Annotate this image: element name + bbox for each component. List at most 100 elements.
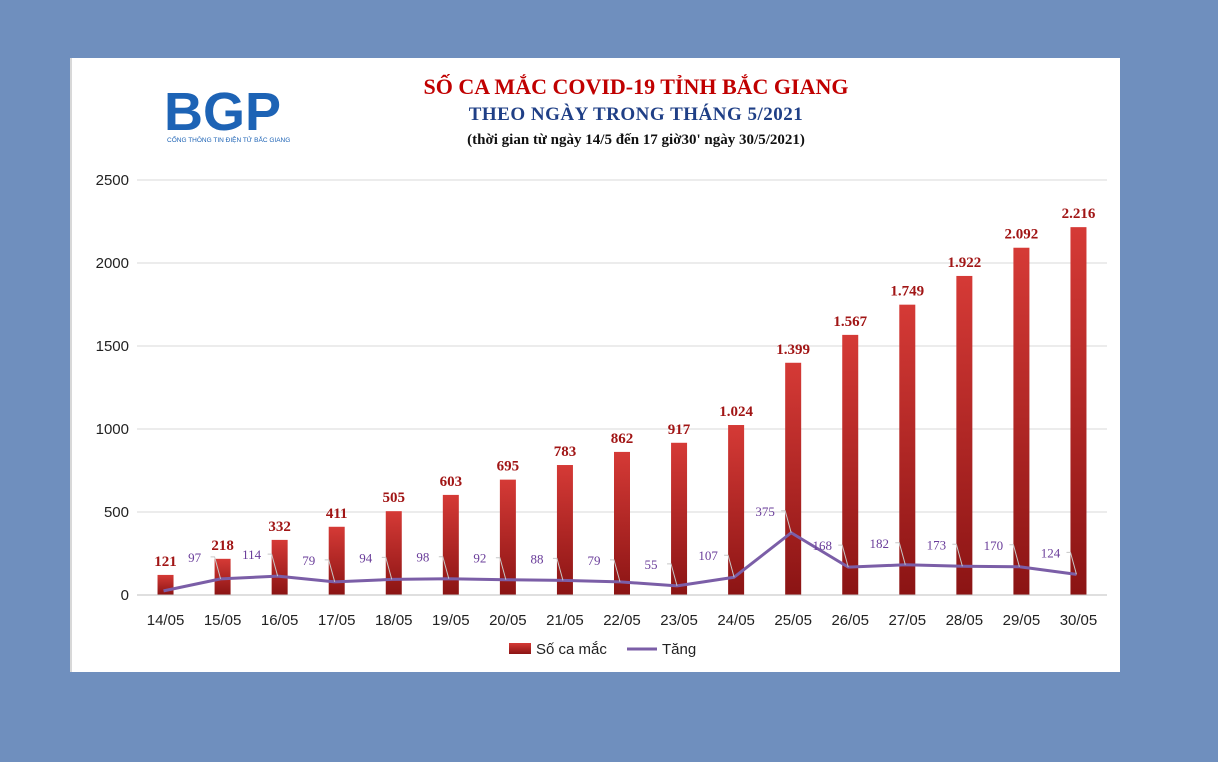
- x-tick-label: 24/05: [717, 612, 755, 629]
- line-data-label: 124: [1041, 545, 1061, 560]
- chart-subtitle: THEO NGÀY TRONG THÁNG 5/2021: [469, 103, 804, 125]
- line-data-label: 173: [927, 537, 947, 552]
- x-tick-label: 16/05: [261, 612, 299, 629]
- bar: [385, 511, 402, 595]
- x-tick-label: 26/05: [831, 612, 869, 629]
- line-series: 97 114 79 94 98 92 88 79 55 107 375 168 182 173 170 124: [163, 504, 1077, 593]
- bar: [1013, 247, 1030, 595]
- bar: [214, 558, 231, 595]
- leader-line: [895, 542, 906, 565]
- bgp-logo: BGP CỔNG THÔNG TIN ĐIỆN TỬ BẮC GIANG: [164, 82, 290, 144]
- leader-line: [267, 553, 279, 577]
- leader-line: [210, 556, 222, 580]
- line-data-label: 79: [302, 553, 315, 568]
- bar-data-label: 917: [668, 422, 691, 438]
- x-axis: 14/05 15/05 16/05 17/05 18/05 19/05 20/05 21/05…: [137, 594, 1107, 629]
- leader-line: [952, 543, 963, 567]
- x-tick-label: 19/05: [432, 612, 470, 629]
- y-tick-label: 2000: [96, 255, 129, 272]
- x-tick-label: 25/05: [774, 612, 812, 629]
- chart-note: (thời gian từ ngày 14/5 đến 17 giờ30' ng…: [467, 132, 805, 148]
- bar: [671, 442, 688, 595]
- legend-bar-swatch: [509, 643, 531, 654]
- bar: [899, 304, 916, 595]
- line-data-label: 79: [588, 553, 601, 568]
- leader-line: [381, 556, 393, 580]
- bar-data-label: 1.922: [947, 255, 981, 271]
- x-tick-label: 27/05: [889, 612, 927, 629]
- bar: [842, 334, 859, 595]
- bar-data-label: 411: [326, 506, 348, 522]
- x-tick-label: 22/05: [603, 612, 641, 629]
- legend: Số ca mắc Tăng: [509, 641, 696, 658]
- bar: [271, 539, 288, 595]
- x-tick-label: 30/05: [1060, 612, 1098, 629]
- chart-title: SỐ CA MẮC COVID-19 TỈNH BẮC GIANG: [424, 74, 849, 99]
- y-tick-label: 0: [121, 587, 129, 604]
- leader-line: [781, 510, 792, 533]
- y-tick-label: 500: [104, 504, 129, 521]
- leader-line: [1009, 544, 1020, 567]
- bar: [1070, 227, 1087, 596]
- bar-data-label: 603: [440, 474, 463, 490]
- bar-data-label: 695: [497, 459, 519, 475]
- bar-data-label: 1.024: [719, 404, 753, 420]
- y-tick-label: 1500: [96, 338, 129, 355]
- leader-line: [552, 557, 564, 581]
- x-tick-label: 20/05: [489, 612, 527, 629]
- logo-text: BGP: [164, 82, 281, 142]
- leader-line: [667, 563, 678, 587]
- bar-data-label: 1.567: [833, 314, 867, 330]
- x-tick-label: 21/05: [546, 612, 584, 629]
- x-tick-label: 15/05: [204, 612, 242, 629]
- line-data-label: 170: [984, 538, 1004, 553]
- leader-line: [495, 557, 507, 580]
- chart-svg: BGP CỔNG THÔNG TIN ĐIỆN TỬ BẮC GIANG SỐ …: [96, 74, 1107, 658]
- bar: [556, 465, 573, 595]
- line-data-label: 88: [530, 551, 543, 566]
- bar-data-label: 1.749: [890, 284, 924, 300]
- x-tick-label: 28/05: [946, 612, 984, 629]
- line-data-label: 98: [416, 550, 429, 565]
- bar-data-label: 1.399: [776, 342, 810, 358]
- line-data-label: 114: [242, 547, 262, 562]
- leader-line: [324, 559, 336, 583]
- x-tick-label: 29/05: [1003, 612, 1041, 629]
- line-data-label: 92: [473, 551, 486, 566]
- bar-data-label: 332: [268, 519, 291, 535]
- bar: [728, 425, 745, 595]
- leader-line: [838, 544, 849, 568]
- bar: [328, 526, 345, 595]
- bar: [956, 275, 973, 595]
- legend-line-label: Tăng: [662, 641, 696, 658]
- x-tick-label: 17/05: [318, 612, 356, 629]
- line-data-label: 97: [188, 550, 202, 565]
- line-data-label: 107: [698, 548, 718, 563]
- x-tick-label: 14/05: [147, 612, 185, 629]
- line-data-label: 55: [645, 557, 658, 572]
- bar-data-label: 2.216: [1062, 206, 1096, 222]
- logo-subtitle: CỔNG THÔNG TIN ĐIỆN TỬ BẮC GIANG: [167, 135, 290, 144]
- bar: [157, 574, 174, 595]
- bar-data-label: 218: [211, 538, 234, 554]
- line-data-label: 168: [812, 538, 832, 553]
- line-data-label: 94: [359, 550, 373, 565]
- bar-data-label: 2.092: [1005, 227, 1039, 243]
- y-axis: 0 500 1000 1500 2000 2500: [96, 172, 129, 604]
- y-tick-label: 2500: [96, 172, 129, 189]
- bar: [614, 451, 630, 595]
- bar-data-label: 121: [154, 554, 177, 570]
- leader-line: [438, 556, 450, 579]
- line-data-label: 182: [870, 536, 890, 551]
- x-tick-label: 23/05: [660, 612, 698, 629]
- bars: 121 218 332 411 505 603 695 783 862 917 1.024 1.399…: [154, 206, 1096, 596]
- leader-line: [610, 559, 621, 583]
- legend-bar-label: Số ca mắc: [536, 641, 607, 658]
- bar: [499, 479, 516, 595]
- chart-panel: BGP CỔNG THÔNG TIN ĐIỆN TỬ BẮC GIANG SỐ …: [70, 58, 1120, 672]
- y-tick-label: 1000: [96, 421, 129, 438]
- bar-data-label: 505: [383, 490, 406, 506]
- leader-line: [1066, 551, 1077, 575]
- leader-line: [724, 554, 735, 578]
- bar-data-label: 783: [554, 444, 577, 460]
